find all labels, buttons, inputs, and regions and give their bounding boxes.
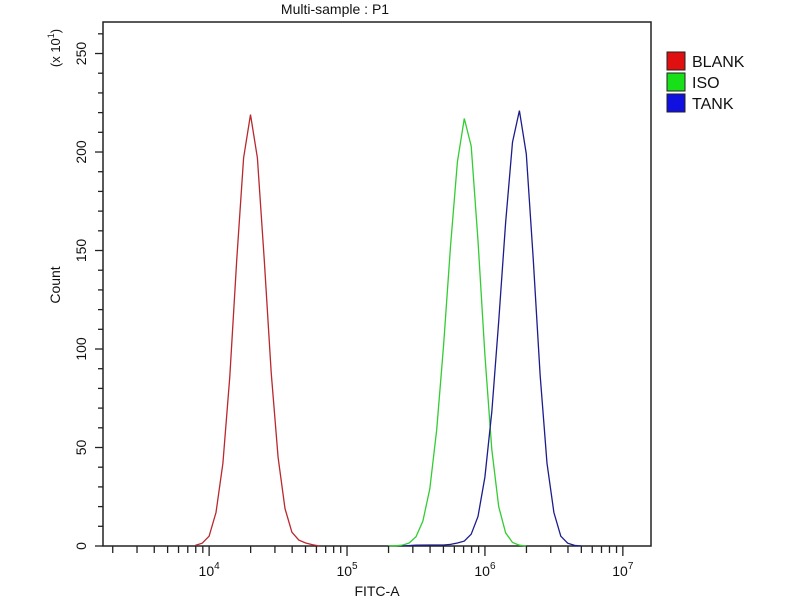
legend-label: ISO	[692, 75, 720, 92]
plot-frame	[102, 21, 652, 547]
series-line-blank	[195, 114, 320, 547]
y-tick-label: 0	[73, 542, 89, 550]
y-axis: 0 50 100 150 200 250	[73, 33, 103, 550]
y-tick-label: 50	[73, 440, 89, 456]
legend-swatch-tank	[666, 93, 686, 113]
y-axis-label: Count	[47, 266, 63, 303]
series-line-tank	[402, 110, 582, 547]
y-tick-label: 100	[73, 337, 89, 361]
y-tick-label: 250	[73, 42, 89, 66]
x-axis: 104 105 106 107	[112, 546, 634, 579]
legend-swatch-iso	[666, 72, 686, 92]
legend-label: TANK	[692, 96, 734, 113]
legend-swatch-blank	[666, 51, 686, 71]
x-tick-label: 104	[199, 561, 221, 579]
y-multiplier-close: )	[48, 29, 63, 33]
legend-label: BLANK	[692, 54, 745, 71]
y-tick-label: 150	[73, 239, 89, 263]
svg-text:(x 101): (x 101)	[46, 29, 63, 67]
y-tick-label: 200	[73, 140, 89, 164]
y-multiplier-text: (x 10	[48, 38, 63, 67]
series-line-iso	[388, 118, 527, 547]
series-layer	[195, 110, 582, 547]
y-multiplier-label: (x 101)	[46, 29, 63, 67]
legend: BLANK ISO TANK	[666, 51, 745, 113]
x-axis-label: FITC-A	[354, 583, 400, 599]
y-multiplier-exp: 1	[46, 33, 56, 38]
x-tick-label: 107	[612, 561, 634, 579]
x-tick-label: 106	[474, 561, 496, 579]
chart-title: Multi-sample : P1	[281, 1, 389, 17]
x-tick-label: 105	[336, 561, 358, 579]
